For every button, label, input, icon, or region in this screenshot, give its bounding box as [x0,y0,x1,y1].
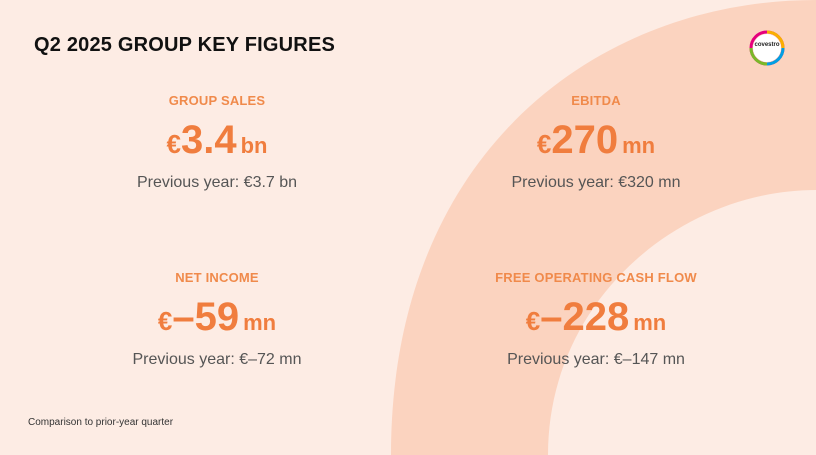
kpi-unit: mn [243,310,277,335]
kpi-label: NET INCOME [175,270,259,285]
kpi-value: €–59 mn [67,297,367,337]
kpi-number: –59 [172,295,240,339]
kpi-value: €–228 mn [446,297,746,337]
kpi-value: €270 mn [446,120,746,160]
kpi-previous-year: Previous year: €3.7 bn [136,174,298,191]
kpi-label: EBITDA [571,93,621,108]
kpi-previous-year: Previous year: €320 mn [511,174,681,191]
kpi-number: 270 [551,118,619,162]
kpi-value: €3.4 bn [67,120,367,160]
kpi-previous-year: Previous year: €–72 mn [132,351,302,368]
kpi-unit: mn [622,133,656,158]
kpi-number: –228 [540,295,630,339]
kpi-previous-year: Previous year: €–147 mn [507,351,685,368]
kpi-unit: bn [240,133,268,158]
logo-text: covestro [754,42,780,48]
kpi-currency: € [536,129,552,159]
kpi-label: FREE OPERATING CASH FLOW [495,270,697,285]
kpi-currency: € [166,129,181,159]
kpi-ebitda: EBITDA €270 mn Previous year: €320 mn [446,93,746,192]
kpi-label: GROUP SALES [168,93,266,108]
kpi-currency: € [525,306,541,336]
kpi-currency: € [157,306,173,336]
kpi-unit: mn [633,310,667,335]
covestro-logo: covestro [749,30,785,66]
kpi-free-operating-cash-flow: FREE OPERATING CASH FLOW €–228 mn Previou… [446,270,746,369]
kpi-group-sales: GROUP SALES €3.4 bn Previous year: €3.7 b… [67,93,367,192]
kpi-number: 3.4 [180,118,237,162]
kpi-net-income: NET INCOME €–59 mn Previous year: €–72 mn [67,270,367,369]
page-title: Q2 2025 GROUP KEY FIGURES [34,34,336,56]
footnote: Comparison to prior-year quarter [28,417,174,428]
